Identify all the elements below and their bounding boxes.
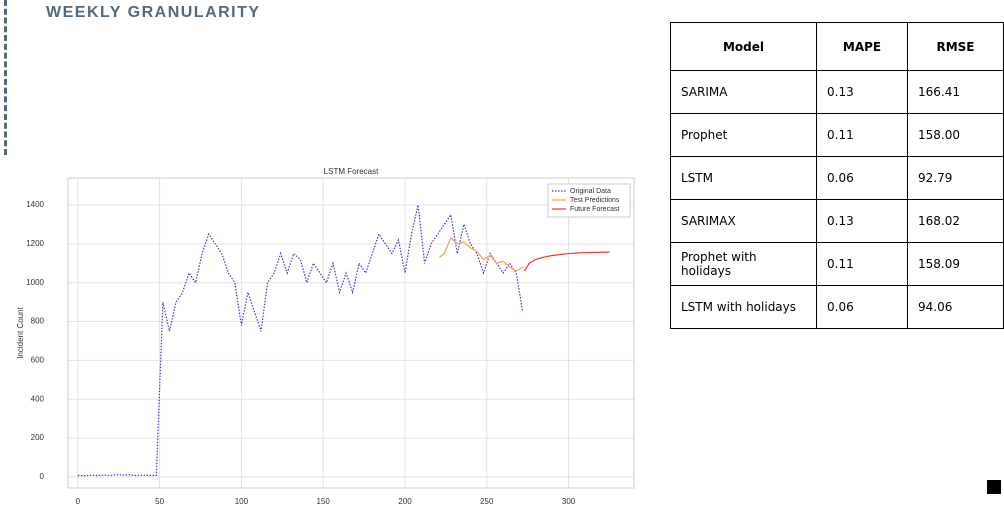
y-tick-label: 800 xyxy=(31,317,45,326)
series-line xyxy=(77,204,524,477)
y-axis-label: Incident Count xyxy=(16,306,25,358)
chart-title: LSTM Forecast xyxy=(324,167,379,176)
header-title: WEEKLY GRANULARITY xyxy=(46,4,261,21)
table-cell: 0.11 xyxy=(816,113,908,157)
legend-label: Future Forecast xyxy=(570,206,619,213)
table-cell: 0.06 xyxy=(816,285,908,329)
y-tick-label: 1400 xyxy=(26,200,44,209)
table-cell: Prophet with holidays xyxy=(670,242,817,286)
series-line xyxy=(438,237,524,272)
x-tick-label: 100 xyxy=(235,497,249,506)
y-tick-label: 200 xyxy=(31,433,45,442)
header-row: Model MAPE RMSE xyxy=(670,22,1004,71)
decor-bar xyxy=(4,0,7,155)
table-cell: SARIMA xyxy=(670,70,817,114)
table-cell: 0.06 xyxy=(816,156,908,200)
x-tick-label: 50 xyxy=(155,497,164,506)
table-cell: 166.41 xyxy=(907,70,1004,114)
table-cell: 168.02 xyxy=(907,199,1004,243)
x-tick-label: 150 xyxy=(317,497,331,506)
table-row: Prophet with holidays 0.11 158.09 xyxy=(670,242,1004,286)
table-cell: 92.79 xyxy=(907,156,1004,200)
series-line xyxy=(523,251,610,272)
x-tick-label: 300 xyxy=(562,497,576,506)
table-cell: LSTM xyxy=(670,156,817,200)
column-header: MAPE xyxy=(816,22,908,71)
x-tick-label: 0 xyxy=(76,497,81,506)
table-row: Prophet 0.11 158.00 xyxy=(670,113,1004,157)
chart: LSTM Forecast Incident Count 0 200 400 600 800… xyxy=(16,167,635,506)
table-row: LSTM 0.06 92.79 xyxy=(670,156,1004,200)
table-cell: 0.11 xyxy=(816,242,908,286)
table-cell: Prophet xyxy=(670,113,817,157)
table-cell: 0.13 xyxy=(816,199,908,243)
x-tick-label: 200 xyxy=(398,497,412,506)
y-tick-label: 0 xyxy=(40,472,45,481)
y-tick-label: 1200 xyxy=(26,239,44,248)
x-tick-label: 250 xyxy=(480,497,494,506)
table-cell: 94.06 xyxy=(907,285,1004,329)
plot-frame xyxy=(67,177,635,489)
table-cell: SARIMAX xyxy=(670,199,817,243)
table-cell: 158.00 xyxy=(907,113,1004,157)
column-header: Model xyxy=(670,22,817,71)
table-row: SARIMAX 0.13 168.02 xyxy=(670,199,1004,243)
y-tick-label: 400 xyxy=(31,394,45,403)
metrics-table: Model MAPE RMSE SARIMA 0.13 166.41 Prophet 0.11… xyxy=(670,22,1004,329)
table-cell: LSTM with holidays xyxy=(670,285,817,329)
legend-label: Original Data xyxy=(570,188,611,195)
decor-square xyxy=(987,480,1001,494)
y-tick-label: 1000 xyxy=(26,278,44,287)
table-row: LSTM with holidays 0.06 94.06 xyxy=(670,285,1004,329)
column-header: RMSE xyxy=(907,22,1004,71)
table-cell: 0.13 xyxy=(816,70,908,114)
legend-label: Test Predictions xyxy=(570,197,620,204)
table-row: SARIMA 0.13 166.41 xyxy=(670,70,1004,114)
y-tick-label: 600 xyxy=(31,355,45,364)
table-cell: 158.09 xyxy=(907,242,1004,286)
